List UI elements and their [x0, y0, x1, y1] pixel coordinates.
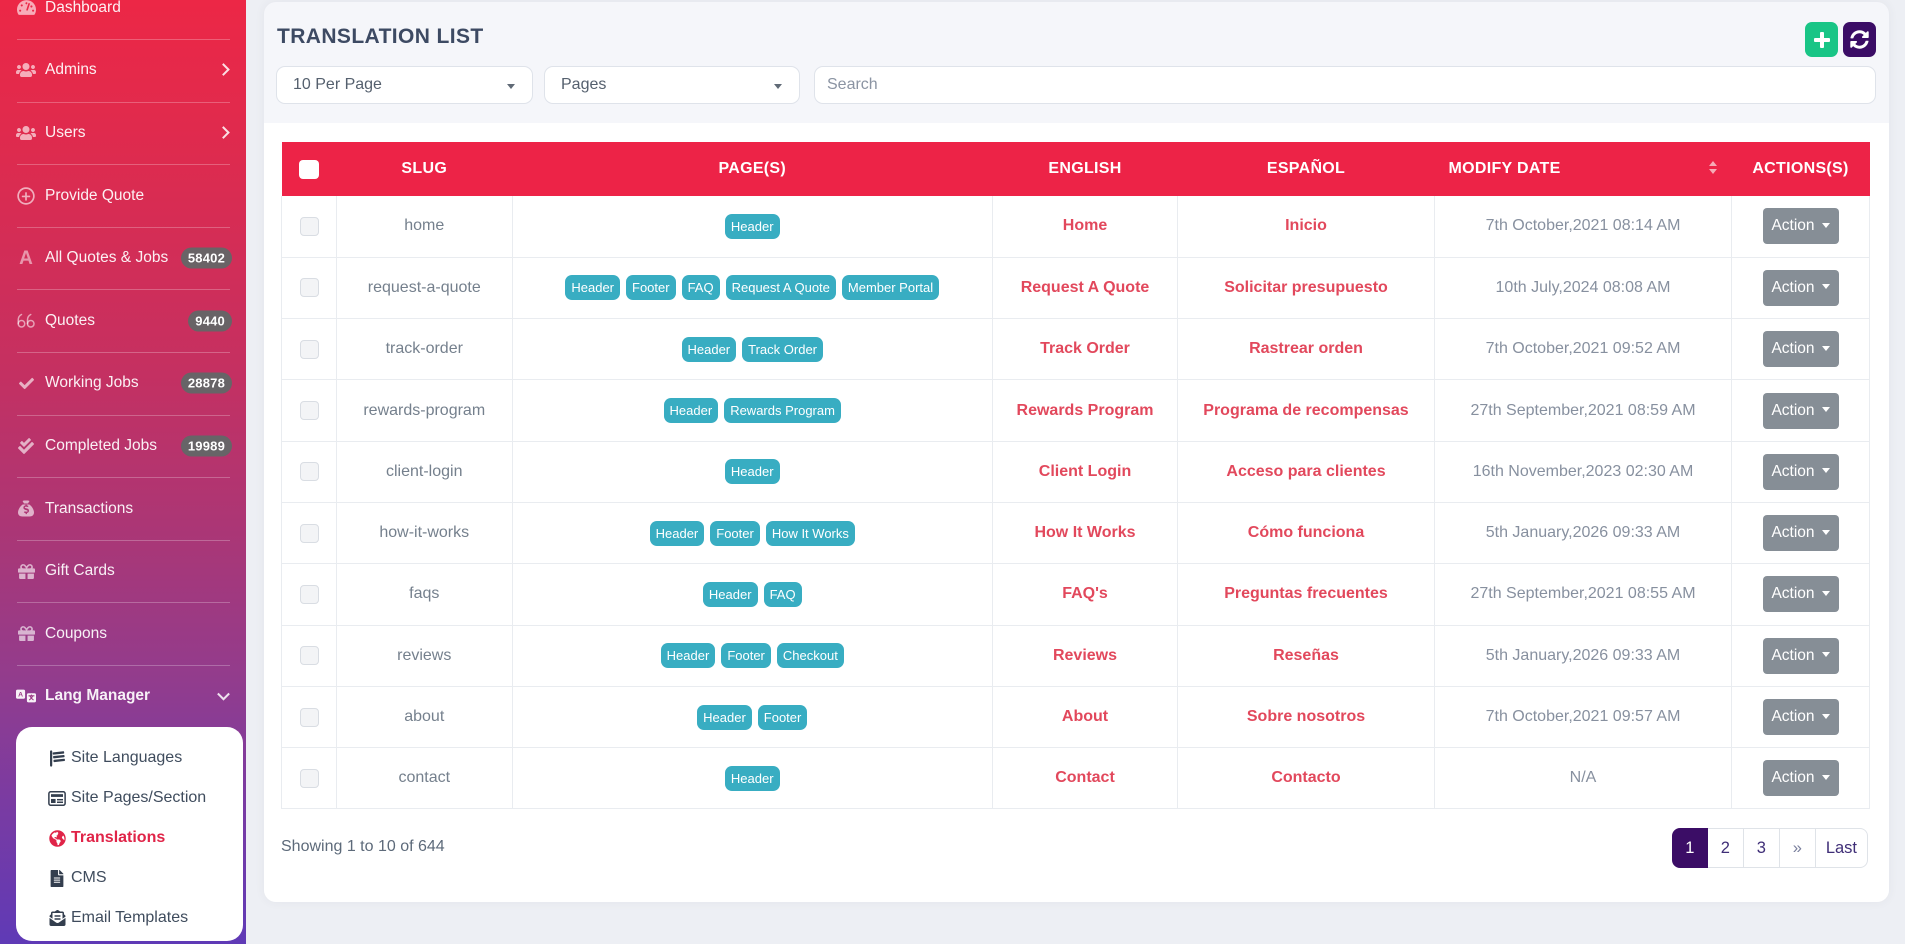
svg-text:A: A — [18, 692, 23, 699]
